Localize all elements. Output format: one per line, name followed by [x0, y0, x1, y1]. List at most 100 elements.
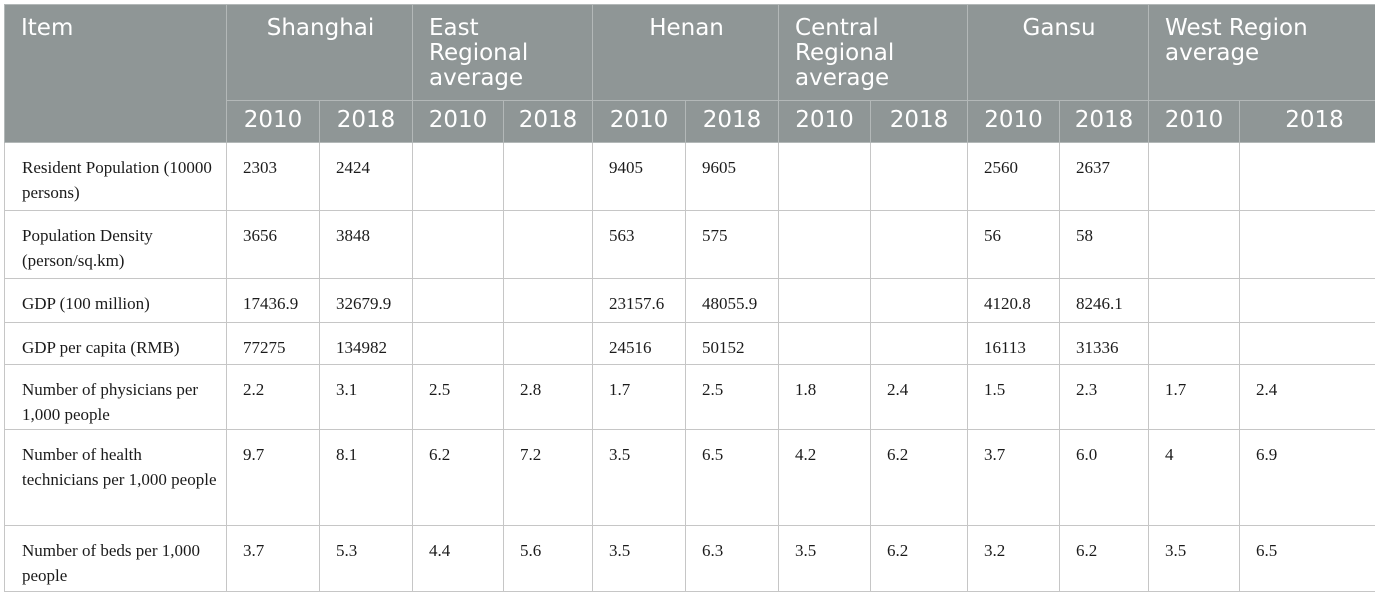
table-cell [1148, 210, 1241, 280]
group-header-henan: Henan [592, 4, 780, 101]
table-cell [412, 141, 505, 212]
item-column-header: Item [4, 4, 227, 143]
table-cell: 2.8 [503, 364, 594, 430]
table-cell: 1.7 [592, 364, 687, 430]
row-label: GDP (100 million) [4, 278, 227, 324]
table-cell [1239, 141, 1375, 212]
table-cell: 2.2 [226, 364, 320, 430]
table-cell [870, 210, 969, 280]
table-cell [778, 141, 872, 212]
year-header: 2018 [685, 100, 780, 143]
table-cell: 58 [1059, 210, 1150, 280]
table-cell: 5.3 [318, 524, 414, 593]
table-cell: 3.1 [318, 364, 414, 430]
table-cell: 3.7 [967, 428, 1061, 526]
table-cell: 9.7 [226, 428, 320, 526]
table-cell [412, 322, 505, 366]
table-cell: 2303 [226, 141, 320, 212]
table-cell [1148, 278, 1241, 324]
table-cell: 2.5 [412, 364, 505, 430]
row-label: Population Density (person/sq.km) [4, 210, 227, 280]
row-label: Resident Population (10000 persons) [4, 141, 227, 212]
table-cell: 4.2 [778, 428, 872, 526]
table-cell: 4120.8 [967, 278, 1061, 324]
table-cell: 8246.1 [1059, 278, 1150, 324]
table-cell [412, 210, 505, 280]
table-cell [1239, 322, 1375, 366]
table-cell: 6.3 [685, 524, 780, 593]
group-header-east-regional: East Regional average [412, 4, 594, 101]
year-header: 2010 [592, 100, 687, 143]
table-cell: 9405 [592, 141, 687, 212]
table-cell [870, 322, 969, 366]
table-cell: 56 [967, 210, 1061, 280]
table-cell [412, 278, 505, 324]
table-cell [503, 322, 594, 366]
table-row: Number of beds per 1,000 people 3.7 5.3 4.4… [4, 524, 1375, 593]
table-cell: 6.5 [1239, 524, 1375, 593]
year-header: 2010 [778, 100, 872, 143]
group-header-west-region: West Region average [1148, 4, 1375, 101]
table-cell: 8.1 [318, 428, 414, 526]
header-group-row: Item Shanghai East Regional average Hena… [4, 4, 1375, 143]
table-cell: 4.4 [412, 524, 505, 593]
table-cell: 6.2 [870, 524, 969, 593]
table-cell: 2637 [1059, 141, 1150, 212]
table-cell [1239, 210, 1375, 280]
table-cell: 1.8 [778, 364, 872, 430]
group-header-central-regional: Central Regional average [778, 4, 969, 101]
table-row: Resident Population (10000 persons) 2303 2… [4, 141, 1375, 212]
table-cell [870, 141, 969, 212]
row-label: GDP per capita (RMB) [4, 322, 227, 366]
table-cell [1148, 141, 1241, 212]
year-header: 2010 [412, 100, 505, 143]
table-cell: 5.6 [503, 524, 594, 593]
table-cell: 3.5 [592, 524, 687, 593]
year-header: 2018 [1239, 100, 1375, 143]
table-cell: 2.3 [1059, 364, 1150, 430]
table-cell: 32679.9 [318, 278, 414, 324]
table-cell: 1.7 [1148, 364, 1241, 430]
year-header: 2010 [967, 100, 1061, 143]
table-cell: 3.5 [1148, 524, 1241, 593]
table-cell: 50152 [685, 322, 780, 366]
table-cell: 48055.9 [685, 278, 780, 324]
table-cell: 7.2 [503, 428, 594, 526]
table-cell: 3656 [226, 210, 320, 280]
table-cell [503, 278, 594, 324]
table-row: Number of health technicians per 1,000 p… [4, 428, 1375, 526]
table-body: Resident Population (10000 persons) 2303 2… [4, 141, 1375, 593]
table-cell: 2560 [967, 141, 1061, 212]
table-cell [1148, 322, 1241, 366]
table-cell [503, 141, 594, 212]
table-cell: 6.2 [412, 428, 505, 526]
year-header: 2018 [503, 100, 594, 143]
table-cell [778, 278, 872, 324]
table-cell: 6.0 [1059, 428, 1150, 526]
table-cell [870, 278, 969, 324]
table-cell [1239, 278, 1375, 324]
table-cell: 31336 [1059, 322, 1150, 366]
table-cell: 1.5 [967, 364, 1061, 430]
table-cell: 6.9 [1239, 428, 1375, 526]
row-label: Number of physicians per 1,000 people [4, 364, 227, 430]
table-cell: 24516 [592, 322, 687, 366]
year-header: 2018 [1059, 100, 1150, 143]
group-header-shanghai: Shanghai [225, 4, 414, 101]
table-row: GDP per capita (RMB) 77275 134982 24516 5015… [4, 322, 1375, 366]
year-header: 2010 [226, 100, 320, 143]
table-cell: 4 [1148, 428, 1241, 526]
row-label: Number of health technicians per 1,000 p… [4, 428, 227, 526]
header-year-row: 2010 2018 2010 2018 2010 2018 2010 2018 … [5, 100, 1375, 143]
table-cell: 16113 [967, 322, 1061, 366]
table-cell: 9605 [685, 141, 780, 212]
year-header: 2010 [1148, 100, 1241, 143]
data-table: Item Shanghai East Regional average Hena… [4, 4, 1375, 593]
table-cell: 6.2 [870, 428, 969, 526]
table-cell: 6.2 [1059, 524, 1150, 593]
table-cell: 6.5 [685, 428, 780, 526]
table-cell: 2.4 [1239, 364, 1375, 430]
table-cell: 575 [685, 210, 780, 280]
table-cell: 23157.6 [592, 278, 687, 324]
table-cell: 3.2 [967, 524, 1061, 593]
